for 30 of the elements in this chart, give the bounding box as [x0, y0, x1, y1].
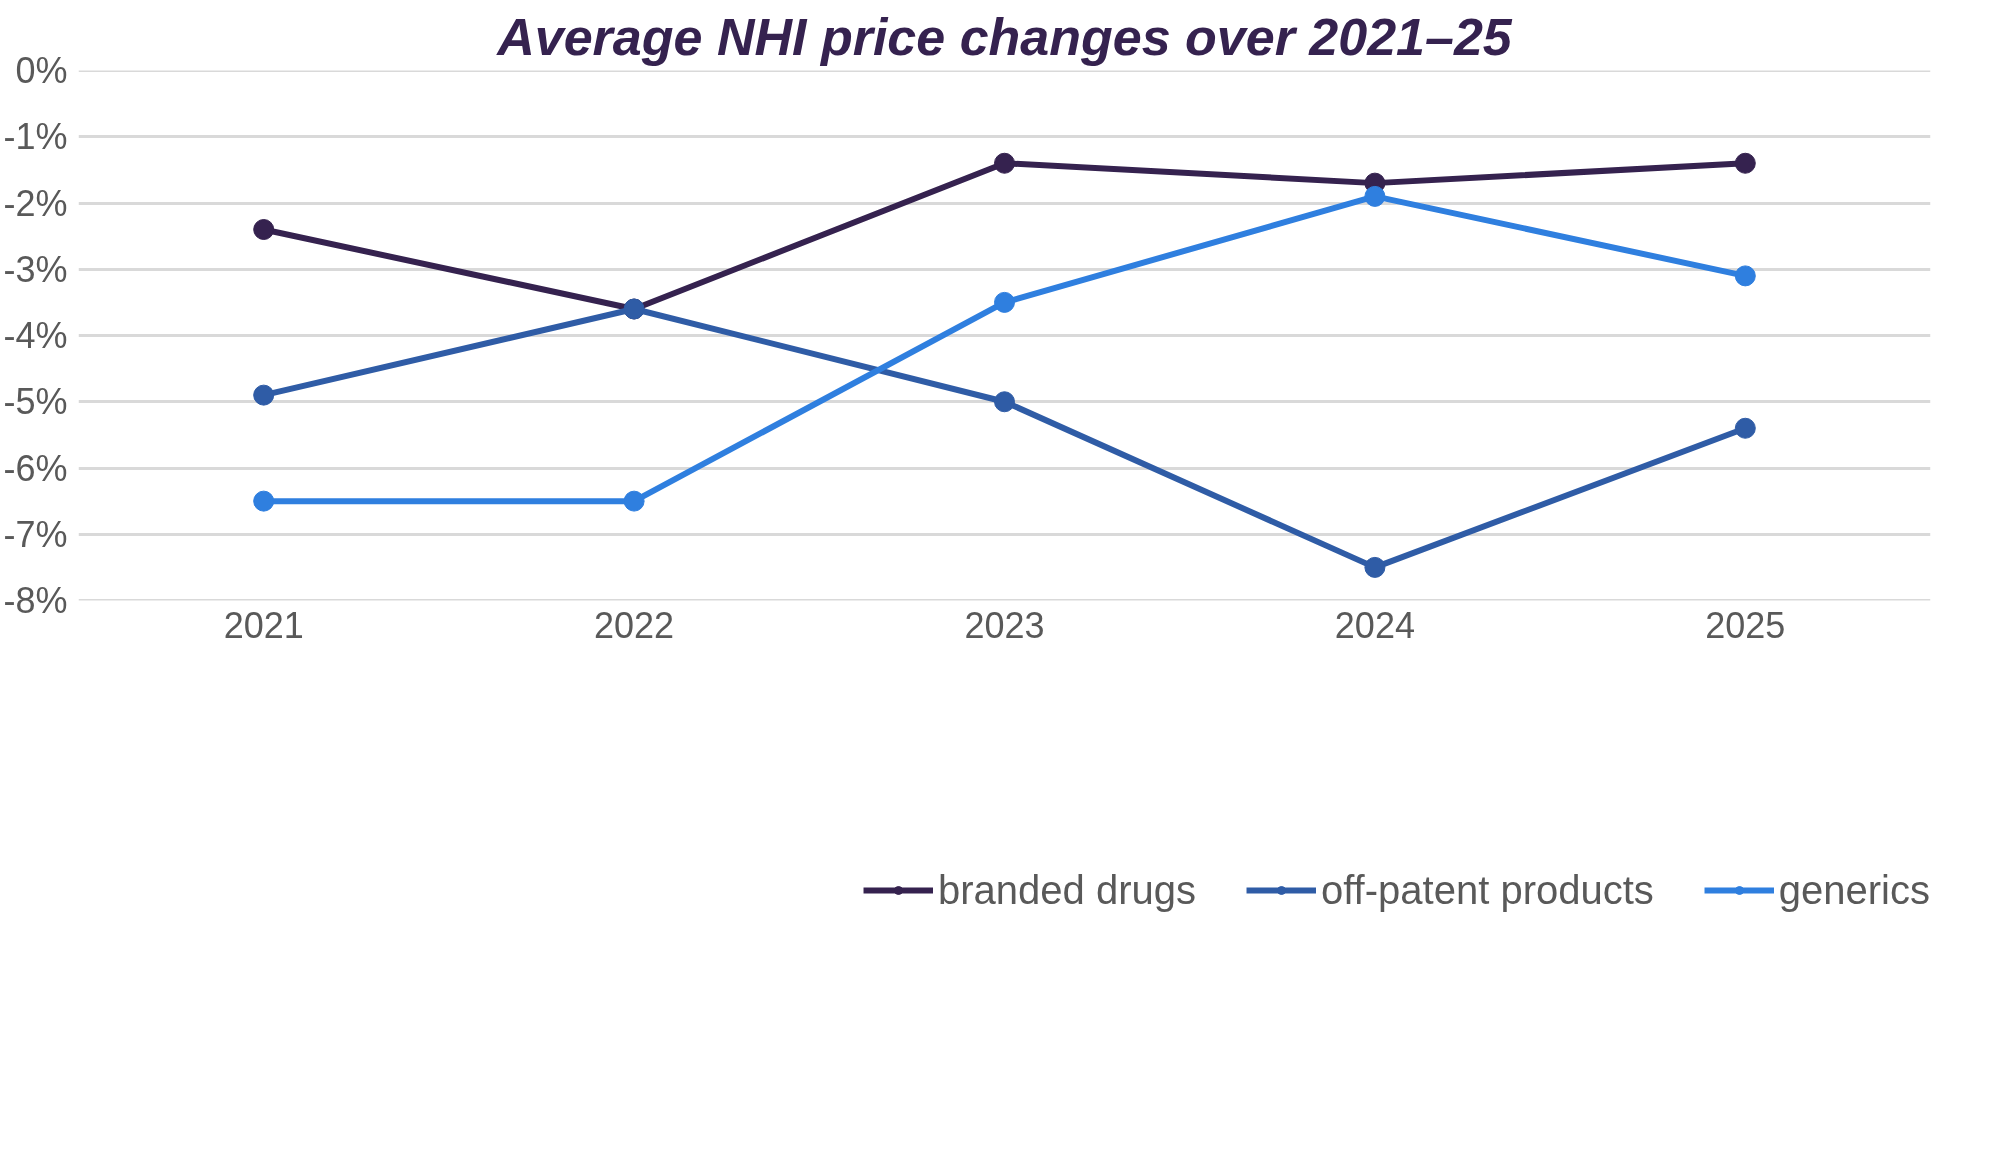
x-tick-label: 2022: [594, 604, 675, 646]
y-tick-label: -3%: [3, 248, 68, 290]
y-tick-label: -4%: [3, 315, 68, 356]
legend-label: branded drugs: [938, 867, 1196, 913]
point: [1364, 185, 1386, 207]
point: [253, 219, 275, 240]
y-tick-label: -8%: [3, 580, 68, 621]
y-tick-label: -2%: [3, 182, 68, 224]
point: [994, 291, 1015, 313]
x-tick-label: 2025: [1705, 604, 1786, 646]
legend-label: off-patent products: [1320, 867, 1654, 913]
point: [1364, 556, 1386, 578]
y-tick-label: -1%: [3, 116, 68, 158]
point: [253, 490, 275, 512]
x-tick-label: 2023: [964, 604, 1045, 646]
point: [994, 152, 1015, 174]
x-tick-label: 2024: [1334, 604, 1415, 646]
y-tick-label: -6%: [3, 447, 68, 489]
y-tick-label: 0%: [15, 50, 68, 91]
x-tick-label: 2021: [223, 604, 304, 646]
point: [1734, 152, 1756, 174]
y-tick-label: -5%: [3, 381, 68, 423]
y-tick-label: -7%: [3, 513, 68, 555]
legend-label: generics: [1778, 867, 1930, 913]
point: [1734, 417, 1756, 439]
point: [623, 490, 645, 512]
point: [994, 391, 1015, 413]
point: [253, 384, 275, 406]
chart-title: Average NHI price changes over 2021–25: [495, 7, 1513, 66]
point: [1734, 265, 1756, 287]
